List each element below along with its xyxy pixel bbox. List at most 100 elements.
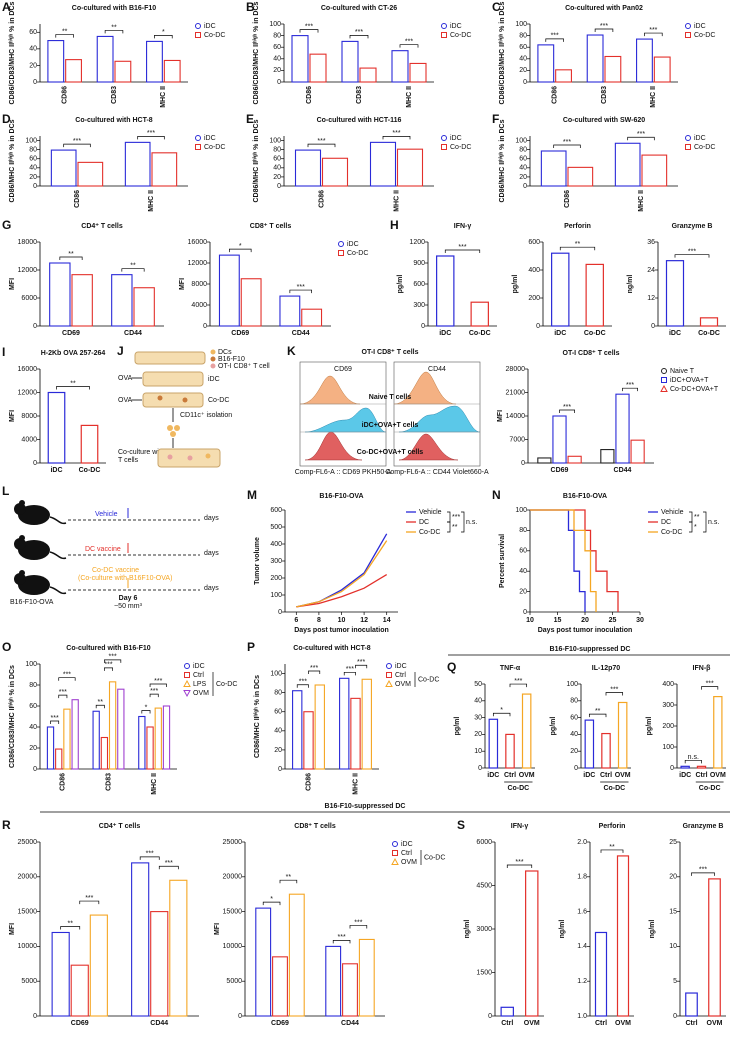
legend-label: Co-DC bbox=[694, 144, 715, 151]
x-tick-label: CD86 bbox=[60, 773, 67, 791]
cell bbox=[174, 425, 180, 431]
y-axis-label: CD86/CD83/MHC IIʰⁱᵍʰ % in DCs bbox=[7, 665, 16, 768]
y-tick-label: 600 bbox=[528, 239, 540, 246]
sig-label: * bbox=[270, 896, 273, 903]
legend-marker bbox=[195, 32, 201, 38]
y-tick-label: 18000 bbox=[18, 239, 38, 246]
legend-marker bbox=[392, 850, 398, 856]
x-tick-label: CD86 bbox=[552, 86, 559, 104]
bar bbox=[391, 50, 409, 83]
bar bbox=[521, 693, 532, 769]
sig-bracket bbox=[605, 692, 624, 696]
x-tick-label: MHC II bbox=[406, 86, 413, 108]
sig-bracket bbox=[262, 901, 281, 906]
y-tick-label: 100 bbox=[515, 21, 527, 28]
group-label: Co-DC bbox=[216, 681, 237, 688]
sig-bracket bbox=[308, 670, 321, 674]
sig-label: *** bbox=[600, 23, 608, 30]
x-tick-label: CD86 bbox=[74, 190, 81, 208]
sig-bracket bbox=[154, 35, 173, 39]
sig-bracket bbox=[684, 759, 702, 764]
y-tick-label: 0 bbox=[574, 765, 578, 772]
chart-title: IFN-γ bbox=[511, 823, 529, 830]
y-tick-label: 25000 bbox=[223, 839, 243, 846]
x-tick-label: Co-DC bbox=[79, 467, 101, 474]
y-tick-label: 4000 bbox=[191, 302, 207, 309]
y-tick-label: 12000 bbox=[18, 389, 38, 396]
sig-label: ** bbox=[67, 920, 73, 927]
legend-label: Co-DC bbox=[204, 32, 225, 39]
bar bbox=[584, 719, 595, 769]
histogram bbox=[304, 431, 363, 461]
cell bbox=[182, 397, 188, 403]
legend-label: iDC bbox=[204, 23, 216, 30]
y-tick-label: 80 bbox=[273, 32, 281, 39]
y-axis-label: CD86/MHC IIʰⁱᵍʰ % in DCs bbox=[497, 119, 506, 202]
y-tick-label: 40 bbox=[29, 724, 37, 731]
panel-letter: Q bbox=[447, 660, 456, 674]
bar bbox=[154, 707, 162, 770]
legend-label: Ctrl bbox=[401, 850, 412, 857]
x-tick-label: MHC II bbox=[148, 190, 155, 212]
sig-bracket bbox=[506, 864, 533, 868]
bar bbox=[614, 142, 641, 187]
chart-title: Co-cultured with CT-26 bbox=[321, 5, 397, 12]
section-header: B16-F10-suppressed DC bbox=[325, 803, 406, 810]
y-tick-label: 30 bbox=[474, 714, 482, 721]
bar bbox=[111, 274, 133, 327]
chart-title: Co-cultured with B16-F10 bbox=[72, 5, 157, 12]
sig-label: * bbox=[162, 29, 165, 36]
series-line bbox=[530, 509, 619, 612]
sig-bracket bbox=[703, 511, 707, 533]
sig-bracket bbox=[644, 32, 663, 37]
legend-marker bbox=[338, 241, 344, 247]
legend-marker bbox=[392, 841, 398, 847]
x-axis-label: Days post tumor inoculation bbox=[294, 627, 389, 634]
sig-bracket bbox=[588, 713, 607, 718]
sig-label: *** bbox=[109, 654, 117, 661]
bar bbox=[47, 40, 65, 83]
y-tick-label: 100 bbox=[270, 592, 282, 599]
series-line bbox=[530, 509, 586, 612]
y-tick-label: 0 bbox=[523, 609, 527, 616]
bar bbox=[89, 914, 108, 1017]
flow-title: OT-I CD8⁺ T cells bbox=[362, 349, 419, 356]
bar bbox=[537, 44, 555, 83]
legend-label: Co-DC bbox=[450, 144, 471, 151]
y-tick-label: 80 bbox=[273, 146, 281, 153]
mouse bbox=[13, 499, 67, 526]
y-tick-label: 15000 bbox=[18, 908, 38, 915]
legend-marker bbox=[685, 135, 691, 141]
x-tick-label: iDC bbox=[679, 772, 691, 779]
y-tick-label: 3000 bbox=[476, 926, 492, 933]
y-tick-label: 20000 bbox=[18, 874, 38, 881]
marker-label: CD69 bbox=[334, 366, 352, 373]
y-axis-label: Percent survival bbox=[499, 534, 506, 588]
y-tick-label: 12 bbox=[647, 295, 655, 302]
x-tick-label: MHC II bbox=[151, 773, 158, 795]
x-tick-label: CD83 bbox=[105, 773, 112, 791]
y-tick-label: 0 bbox=[238, 1013, 242, 1020]
sig-bracket bbox=[104, 667, 113, 671]
bar bbox=[696, 765, 707, 769]
panel-letter: M bbox=[247, 488, 257, 502]
sig-label: *** bbox=[310, 665, 318, 672]
legend-marker bbox=[441, 135, 447, 141]
y-tick-label: 40 bbox=[570, 731, 578, 738]
bar bbox=[240, 278, 262, 327]
y-axis-label: Tumor volume bbox=[254, 537, 261, 585]
sig-bracket bbox=[399, 44, 419, 48]
y-tick-label: 0 bbox=[278, 609, 282, 616]
sig-bracket bbox=[447, 521, 451, 533]
y-tick-label: 80 bbox=[519, 32, 527, 39]
sig-bracket bbox=[55, 34, 74, 38]
y-axis-label: MFI bbox=[214, 923, 221, 935]
x-tick-label: CD69 bbox=[271, 1020, 289, 1027]
sig-label: * bbox=[239, 243, 242, 250]
sig-label: *** bbox=[85, 895, 93, 902]
y-tick-label: 100 bbox=[662, 744, 674, 751]
legend-text: DCs bbox=[218, 349, 232, 356]
y-axis-label: CD86/CD83/MHC IIʰⁱᵍʰ % in DCs bbox=[497, 1, 506, 104]
sig-label: *** bbox=[563, 404, 571, 411]
